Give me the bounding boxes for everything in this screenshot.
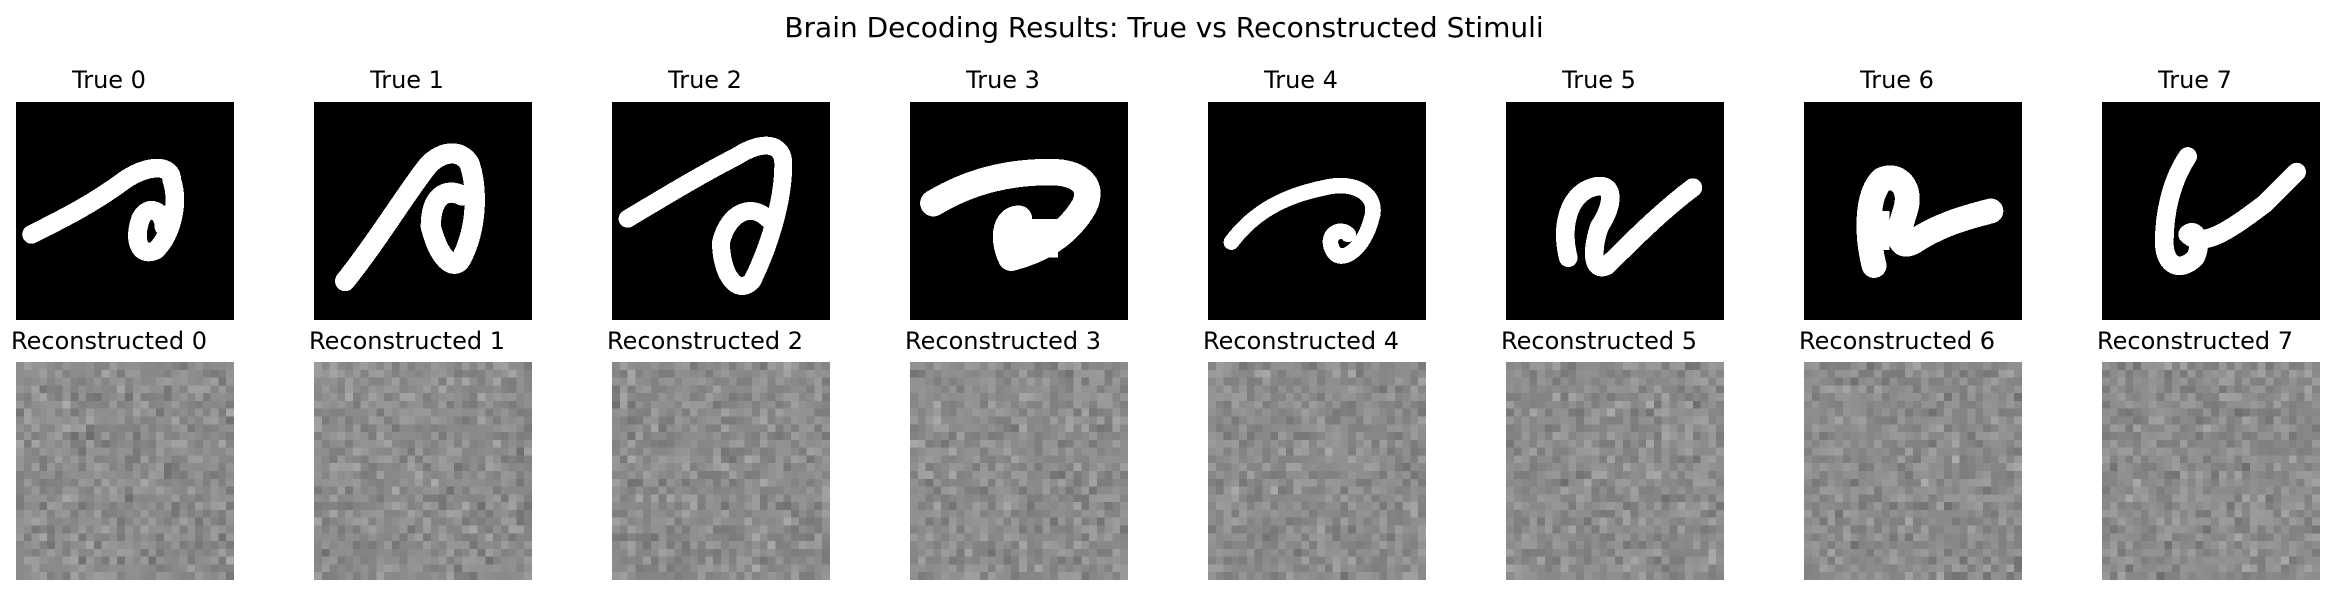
true-stimulus-image-2 [612, 102, 830, 320]
reconstructed-title-0: Reconstructed 0 [11, 327, 207, 355]
true-title-5: True 5 [1562, 66, 1636, 94]
true-title-3: True 3 [966, 66, 1040, 94]
reconstructed-stimulus-image-5 [1506, 362, 1724, 580]
true-stimulus-image-3 [910, 102, 1128, 320]
reconstructed-stimulus-image-1 [314, 362, 532, 580]
true-stimulus-image-7 [2102, 102, 2320, 320]
reconstructed-title-5: Reconstructed 5 [1501, 327, 1697, 355]
true-stimulus-image-1 [314, 102, 532, 320]
true-stimulus-image-6 [1804, 102, 2022, 320]
reconstructed-title-7: Reconstructed 7 [2097, 327, 2293, 355]
reconstructed-stimulus-image-7 [2102, 362, 2320, 580]
true-stimulus-image-4 [1208, 102, 1426, 320]
true-title-6: True 6 [1860, 66, 1934, 94]
true-title-7: True 7 [2158, 66, 2232, 94]
reconstructed-title-2: Reconstructed 2 [607, 327, 803, 355]
true-stimulus-image-0 [16, 102, 234, 320]
figure-title: Brain Decoding Results: True vs Reconstr… [784, 11, 1544, 44]
reconstructed-stimulus-image-2 [612, 362, 830, 580]
reconstructed-title-6: Reconstructed 6 [1799, 327, 1995, 355]
reconstructed-stimulus-image-0 [16, 362, 234, 580]
reconstructed-stimulus-image-3 [910, 362, 1128, 580]
true-title-2: True 2 [668, 66, 742, 94]
true-title-0: True 0 [72, 66, 146, 94]
reconstructed-stimulus-image-6 [1804, 362, 2022, 580]
reconstructed-title-4: Reconstructed 4 [1203, 327, 1399, 355]
true-stimulus-image-5 [1506, 102, 1724, 320]
reconstructed-title-1: Reconstructed 1 [309, 327, 505, 355]
reconstructed-stimulus-image-4 [1208, 362, 1426, 580]
true-title-1: True 1 [370, 66, 444, 94]
reconstructed-title-3: Reconstructed 3 [905, 327, 1101, 355]
true-title-4: True 4 [1264, 66, 1338, 94]
